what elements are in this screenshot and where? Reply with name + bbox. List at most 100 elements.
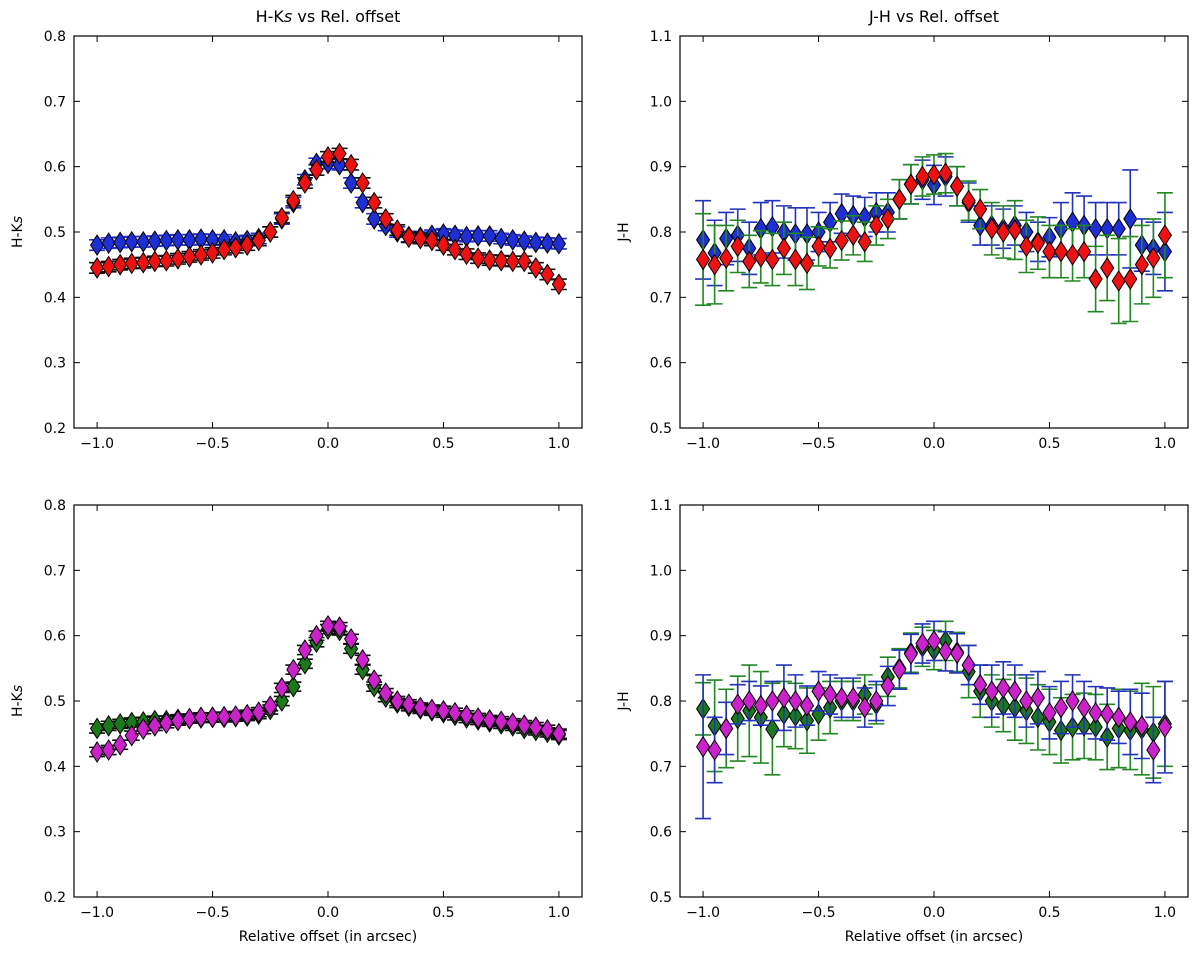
data-point xyxy=(193,706,209,729)
data-point xyxy=(1100,703,1115,725)
data-point xyxy=(753,245,768,268)
y-tick-label: 0.4 xyxy=(44,759,66,775)
data-point xyxy=(1134,714,1149,737)
data-point xyxy=(880,208,895,230)
y-tick-label: 0.2 xyxy=(44,890,66,906)
data-point xyxy=(540,232,555,255)
data-point xyxy=(343,172,359,194)
data-point xyxy=(765,248,780,271)
data-point xyxy=(1123,710,1138,733)
data-point xyxy=(170,709,186,732)
data-point xyxy=(517,250,532,273)
data-point xyxy=(297,639,313,661)
y-tick-label: 0.3 xyxy=(44,356,66,372)
data-point xyxy=(765,690,780,712)
y-tick-label: 0.7 xyxy=(44,94,66,110)
data-point xyxy=(505,250,520,273)
data-point xyxy=(1042,701,1057,724)
data-point xyxy=(926,629,942,652)
data-point xyxy=(216,705,232,728)
data-point xyxy=(528,231,543,254)
series-1 xyxy=(89,152,567,256)
data-point xyxy=(367,208,382,230)
data-point xyxy=(482,249,497,272)
y-tick-label: 0.9 xyxy=(650,160,672,176)
x-tick-label: 1.0 xyxy=(548,436,570,452)
data-point xyxy=(730,235,745,258)
data-point xyxy=(343,153,359,176)
data-point xyxy=(401,693,416,716)
y-tick-label: 1.0 xyxy=(650,563,672,579)
data-point xyxy=(869,690,884,712)
data-point xyxy=(482,225,497,247)
y-tick-label: 1.1 xyxy=(650,29,672,45)
data-point xyxy=(551,273,567,296)
y-axis-label: H-Ks xyxy=(10,216,26,248)
panel-4: −1.0 −0.5 0.0 0.5 1.0 0.5 0.6 0.7 0.8 0.9 1.0 1.1 J-… xyxy=(616,498,1189,945)
data-point xyxy=(811,680,826,703)
data-point xyxy=(367,669,382,692)
y-tick-label: 0.9 xyxy=(650,629,672,645)
data-point xyxy=(159,249,174,272)
data-point xyxy=(753,694,768,717)
data-point xyxy=(1146,739,1161,761)
x-tick-label: −0.5 xyxy=(802,905,836,921)
series-2 xyxy=(89,142,567,296)
data-point xyxy=(695,248,711,271)
x-tick-label: −1.0 xyxy=(80,905,114,921)
data-point xyxy=(846,686,861,709)
data-point xyxy=(355,172,370,194)
data-point xyxy=(355,191,370,214)
data-point xyxy=(240,234,255,256)
data-point xyxy=(1157,716,1173,739)
data-point xyxy=(101,714,116,737)
y-tick-label: 0.3 xyxy=(44,825,66,841)
data-point xyxy=(1088,701,1103,724)
data-point xyxy=(367,191,382,214)
data-point xyxy=(459,704,474,727)
x-tick-label: 0.0 xyxy=(317,905,339,921)
data-point xyxy=(695,735,711,758)
data-point xyxy=(811,235,826,258)
x-tick-label: 0.5 xyxy=(432,436,454,452)
data-point xyxy=(1123,208,1138,230)
data-point xyxy=(730,693,745,716)
data-point xyxy=(332,142,347,165)
data-point xyxy=(1111,706,1126,729)
panel-2: −1.0 −0.5 0.0 0.5 1.0 0.5 0.6 0.7 0.8 0.9 1.0 1.1 J-… xyxy=(616,7,1189,452)
data-point xyxy=(113,231,128,254)
data-point xyxy=(834,229,849,252)
y-tick-label: 0.7 xyxy=(44,563,66,579)
data-point xyxy=(1088,268,1103,290)
data-point xyxy=(101,232,116,255)
x-tick-label: −1.0 xyxy=(686,436,720,452)
y-tick-label: 1.1 xyxy=(650,498,672,514)
data-point xyxy=(159,229,174,252)
data-point xyxy=(355,648,370,671)
plot-frame xyxy=(73,504,583,898)
y-tick-label: 0.6 xyxy=(44,160,66,176)
data-point xyxy=(938,162,953,185)
data-point xyxy=(274,677,289,699)
data-point xyxy=(89,741,105,763)
data-point xyxy=(390,219,405,241)
data-point xyxy=(788,690,803,712)
data-point xyxy=(424,229,440,252)
y-tick-label: 0.5 xyxy=(44,694,66,710)
data-point xyxy=(892,658,907,681)
data-point xyxy=(332,616,347,639)
data-point xyxy=(1123,268,1138,290)
data-point xyxy=(719,247,734,270)
x-tick-label: 0.5 xyxy=(1038,436,1060,452)
data-point xyxy=(89,257,105,279)
data-point xyxy=(1042,240,1057,263)
data-point xyxy=(240,703,255,726)
y-tick-label: 0.6 xyxy=(44,629,66,645)
data-point xyxy=(182,707,197,730)
data-point xyxy=(216,238,232,261)
data-point xyxy=(788,248,803,271)
data-point xyxy=(1030,232,1046,255)
data-point xyxy=(822,237,838,260)
series-2 xyxy=(89,614,567,763)
data-point xyxy=(540,263,555,286)
